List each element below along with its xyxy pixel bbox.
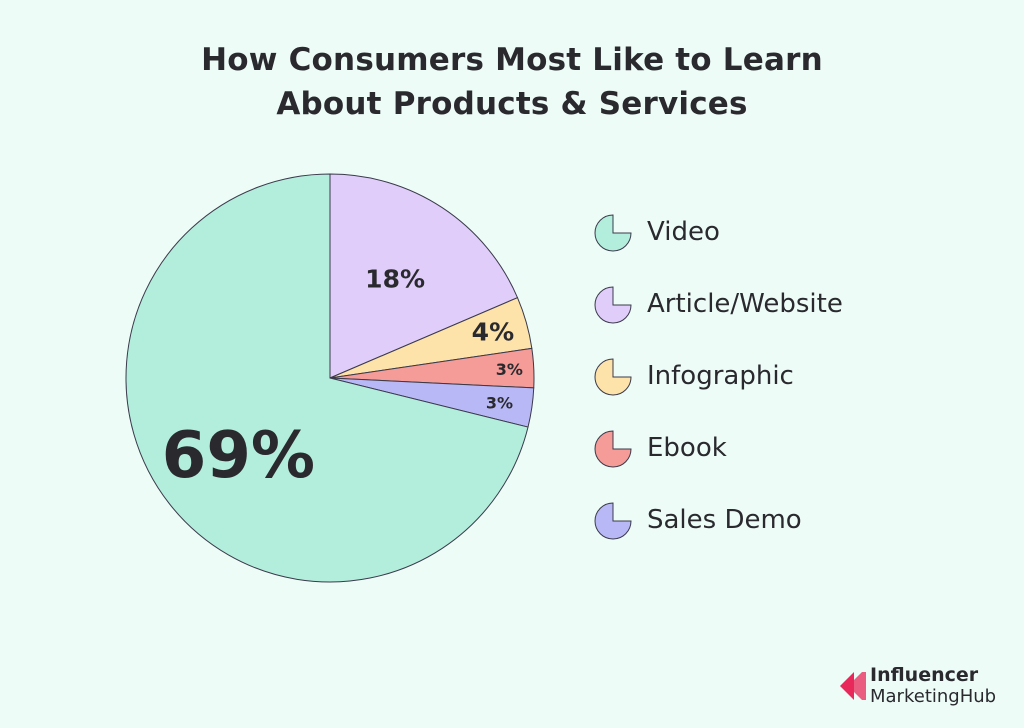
legend-label-sales-demo: Sales Demo xyxy=(647,505,802,535)
legend-swatch-icon xyxy=(594,358,632,396)
influencer-marketing-hub-logo: Influencer MarketingHub xyxy=(838,664,1018,714)
data-label-video: 69% xyxy=(162,419,315,493)
legend-item-sales-demo: Sales Demo xyxy=(592,500,1012,542)
data-label-sales-demo: 3% xyxy=(486,393,513,412)
logo-text-line-1: Influencer xyxy=(870,664,979,686)
legend-item-video: Video xyxy=(592,212,1012,254)
chart-title-line-2: About Products & Services xyxy=(276,86,748,122)
pie-slice-article-website xyxy=(329,173,519,379)
chart-title: How Consumers Most Like to Learn About P… xyxy=(0,38,1024,126)
logo-text-line-2: MarketingHub xyxy=(870,686,997,707)
legend-label-infographic: Infographic xyxy=(647,361,794,391)
legend-item-infographic: Infographic xyxy=(592,356,1012,398)
legend-swatch-icon xyxy=(594,502,632,540)
pie-slice-video xyxy=(125,173,529,583)
legend-item-ebook: Ebook xyxy=(592,428,1012,470)
legend-swatch-icon xyxy=(594,286,632,324)
legend-swatch-icon xyxy=(594,214,632,252)
legend-label-article-website: Article/Website xyxy=(647,289,843,319)
legend-swatch-icon xyxy=(594,430,632,468)
data-label-article-website: 18% xyxy=(365,265,425,294)
data-label-ebook: 3% xyxy=(496,360,523,379)
data-label-infographic: 4% xyxy=(472,318,514,347)
legend-item-article-website: Article/Website xyxy=(592,284,1012,326)
legend-label-video: Video xyxy=(647,217,720,247)
chart-title-line-1: How Consumers Most Like to Learn xyxy=(201,42,823,78)
legend-label-ebook: Ebook xyxy=(647,433,727,463)
logo-mark-icon xyxy=(840,672,866,700)
chart-legend: Video Article/Website Infographic Ebook … xyxy=(592,212,1012,572)
